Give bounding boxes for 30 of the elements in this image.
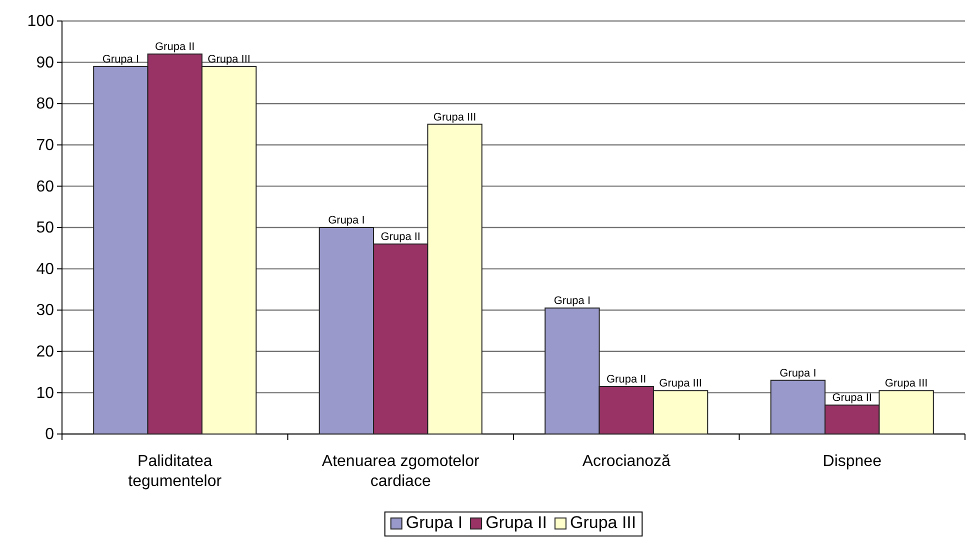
data-label: Grupa II — [155, 41, 195, 54]
x-tick-label: Paliditatea tegumentelor — [128, 453, 222, 490]
data-label: Grupa II — [832, 392, 872, 404]
y-tick-label: 0 — [45, 426, 54, 444]
data-label: Grupa I — [780, 367, 816, 380]
y-tick-label: 90 — [36, 54, 54, 72]
y-tick-label: 60 — [36, 178, 54, 196]
data-label: Grupa II — [380, 231, 420, 244]
y-tick-label: 80 — [36, 96, 54, 113]
y-tick-label: 70 — [36, 137, 54, 154]
data-label: Grupa III — [659, 378, 702, 390]
x-tick-label: Atenuarea zgomotelor cardiace — [322, 453, 480, 490]
x-tick-label: Dispnee — [822, 453, 882, 470]
y-tick-label: 20 — [36, 344, 54, 361]
y-tick-label: 30 — [36, 302, 54, 320]
x-tick-label: Acrocianoză — [582, 453, 670, 470]
data-label: Grupa I — [102, 53, 140, 66]
legend-label: Grupa III — [570, 513, 636, 532]
data-label: Grupa III — [884, 378, 928, 390]
data-label: Grupa I — [328, 214, 365, 226]
legend-label: Grupa II — [486, 513, 547, 532]
y-tick-label: 40 — [36, 260, 54, 278]
legend-label: Grupa I — [406, 513, 463, 532]
data-label: Grupa II — [606, 374, 646, 386]
data-label: Grupa I — [554, 295, 591, 308]
y-tick-label: 50 — [36, 220, 54, 237]
data-label: Grupa III — [433, 111, 476, 124]
y-tick-label: 100 — [27, 13, 54, 30]
data-label: Grupa III — [208, 53, 250, 66]
y-tick-label: 10 — [36, 384, 54, 402]
